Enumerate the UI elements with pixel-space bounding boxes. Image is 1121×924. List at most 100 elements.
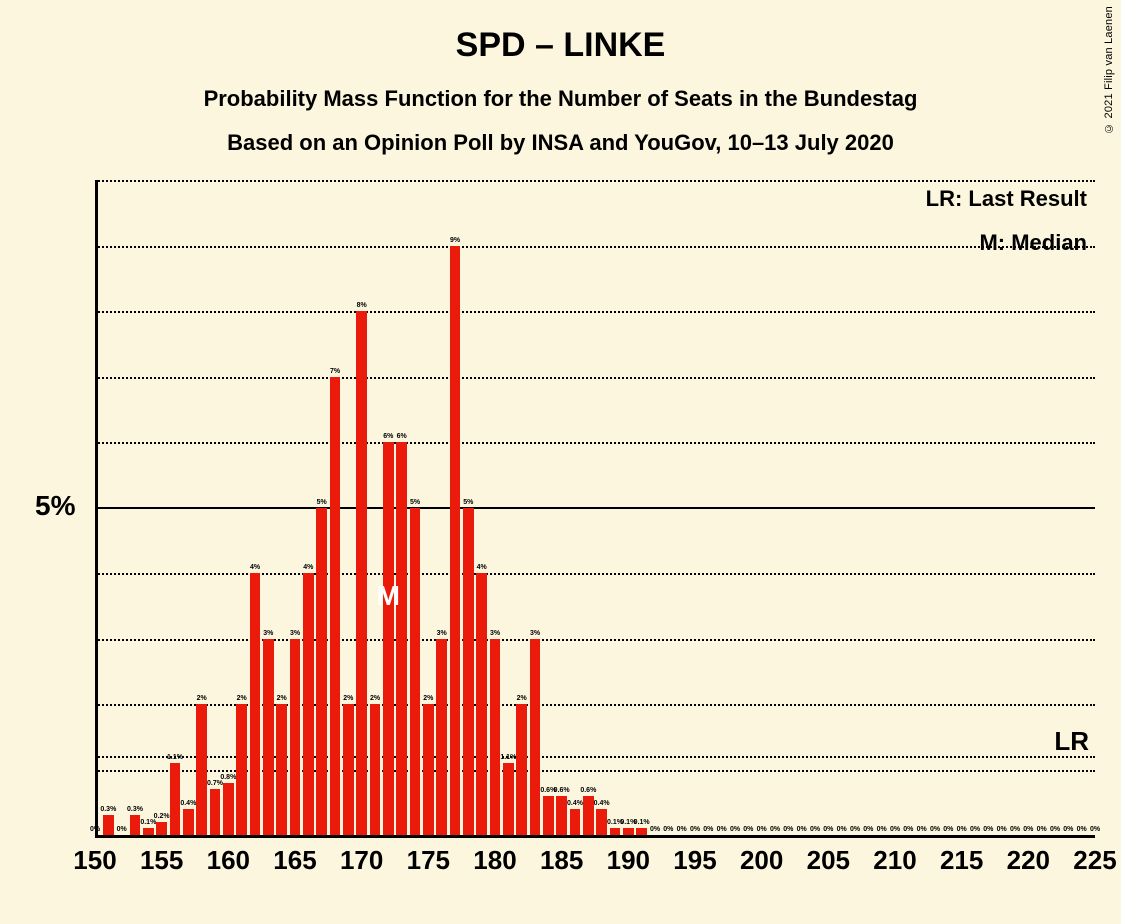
bar bbox=[223, 783, 233, 835]
x-tick-label: 185 bbox=[540, 845, 583, 876]
bar-value-label: 0% bbox=[957, 826, 967, 833]
bar-value-label: 2% bbox=[277, 695, 287, 702]
bar-value-label: 6% bbox=[397, 433, 407, 440]
bar bbox=[130, 815, 140, 835]
bar-value-label: 0.1% bbox=[140, 819, 156, 826]
legend-lr: LR: Last Result bbox=[926, 186, 1087, 212]
grid-line bbox=[95, 442, 1095, 444]
bar-value-label: 1.1% bbox=[167, 754, 183, 761]
bar bbox=[463, 508, 473, 836]
bar-value-label: 0% bbox=[1063, 826, 1073, 833]
bar-value-label: 0% bbox=[690, 826, 700, 833]
bar-value-label: 0% bbox=[1077, 826, 1087, 833]
bar-value-label: 0% bbox=[890, 826, 900, 833]
bar-value-label: 2% bbox=[343, 695, 353, 702]
bar bbox=[556, 796, 566, 835]
major-grid-line bbox=[95, 507, 1095, 509]
bar-value-label: 0% bbox=[770, 826, 780, 833]
bar bbox=[476, 573, 486, 835]
bar-value-label: 0% bbox=[877, 826, 887, 833]
bar bbox=[303, 573, 313, 835]
bar-value-label: 0.6% bbox=[554, 787, 570, 794]
y-tick-label: 5% bbox=[35, 490, 75, 522]
x-tick-label: 205 bbox=[807, 845, 850, 876]
bar-value-label: 0% bbox=[823, 826, 833, 833]
bar-value-label: 0% bbox=[783, 826, 793, 833]
bar bbox=[330, 377, 340, 836]
bar-value-label: 1.1% bbox=[500, 754, 516, 761]
x-axis bbox=[95, 835, 1095, 838]
bar bbox=[370, 704, 380, 835]
bar bbox=[316, 508, 326, 836]
bar-value-label: 5% bbox=[463, 499, 473, 506]
bar-value-label: 3% bbox=[530, 630, 540, 637]
bar-value-label: 0.3% bbox=[100, 806, 116, 813]
chart-plot-area: LR5%0%0.3%0%0.3%0.1%0.2%1.1%0.4%2%0.7%0.… bbox=[95, 180, 1095, 835]
x-tick-label: 180 bbox=[473, 845, 516, 876]
bar bbox=[543, 796, 553, 835]
bar-value-label: 0% bbox=[703, 826, 713, 833]
bar-value-label: 0% bbox=[743, 826, 753, 833]
bar bbox=[343, 704, 353, 835]
bar-value-label: 0.6% bbox=[580, 787, 596, 794]
bar-value-label: 0% bbox=[917, 826, 927, 833]
bar-value-label: 8% bbox=[357, 302, 367, 309]
bar-value-label: 5% bbox=[410, 499, 420, 506]
bar bbox=[516, 704, 526, 835]
bar-value-label: 2% bbox=[197, 695, 207, 702]
x-tick-label: 200 bbox=[740, 845, 783, 876]
grid-line bbox=[95, 180, 1095, 182]
x-tick-label: 210 bbox=[873, 845, 916, 876]
x-tick-label: 225 bbox=[1073, 845, 1116, 876]
bar-value-label: 0.1% bbox=[634, 819, 650, 826]
bar-value-label: 4% bbox=[303, 564, 313, 571]
bar-value-label: 2% bbox=[423, 695, 433, 702]
bar-value-label: 0% bbox=[730, 826, 740, 833]
bar bbox=[570, 809, 580, 835]
bar-value-label: 0% bbox=[1010, 826, 1020, 833]
bar-value-label: 0.4% bbox=[567, 800, 583, 807]
bar-value-label: 0% bbox=[997, 826, 1007, 833]
bar-value-label: 2% bbox=[370, 695, 380, 702]
bar-value-label: 0% bbox=[850, 826, 860, 833]
bar-value-label: 0% bbox=[810, 826, 820, 833]
chart-subtitle-1: Probability Mass Function for the Number… bbox=[0, 86, 1121, 112]
bar-value-label: 0% bbox=[717, 826, 727, 833]
bar bbox=[436, 639, 446, 836]
bar bbox=[263, 639, 273, 836]
bar-value-label: 3% bbox=[437, 630, 447, 637]
bar-value-label: 6% bbox=[383, 433, 393, 440]
grid-line bbox=[95, 246, 1095, 248]
bar bbox=[210, 789, 220, 835]
bar bbox=[236, 704, 246, 835]
bar-value-label: 4% bbox=[250, 564, 260, 571]
bar-value-label: 0% bbox=[1037, 826, 1047, 833]
copyright-label: © 2021 Filip van Laenen bbox=[1103, 6, 1115, 134]
bar bbox=[103, 815, 113, 835]
bar-value-label: 2% bbox=[517, 695, 527, 702]
bar-value-label: 3% bbox=[290, 630, 300, 637]
grid-line bbox=[95, 377, 1095, 379]
bar-value-label: 0% bbox=[943, 826, 953, 833]
bar-value-label: 0% bbox=[1023, 826, 1033, 833]
y-axis bbox=[95, 180, 98, 835]
bar-value-label: 3% bbox=[490, 630, 500, 637]
bar bbox=[183, 809, 193, 835]
chart-title: SPD – LINKE bbox=[0, 26, 1121, 65]
bar bbox=[290, 639, 300, 836]
bar bbox=[156, 822, 166, 835]
bar-value-label: 0% bbox=[970, 826, 980, 833]
bar bbox=[396, 442, 406, 835]
bar-value-label: 0.3% bbox=[127, 806, 143, 813]
x-tick-label: 195 bbox=[673, 845, 716, 876]
x-tick-label: 170 bbox=[340, 845, 383, 876]
bar-value-label: 3% bbox=[263, 630, 273, 637]
bar bbox=[530, 639, 540, 836]
x-tick-label: 165 bbox=[273, 845, 316, 876]
bar-value-label: 0.7% bbox=[207, 780, 223, 787]
legend-median: M: Median bbox=[979, 230, 1087, 256]
bar-value-label: 0% bbox=[1090, 826, 1100, 833]
bar-value-label: 0.4% bbox=[180, 800, 196, 807]
bar-value-label: 0% bbox=[117, 826, 127, 833]
bar-value-label: 0.8% bbox=[220, 774, 236, 781]
